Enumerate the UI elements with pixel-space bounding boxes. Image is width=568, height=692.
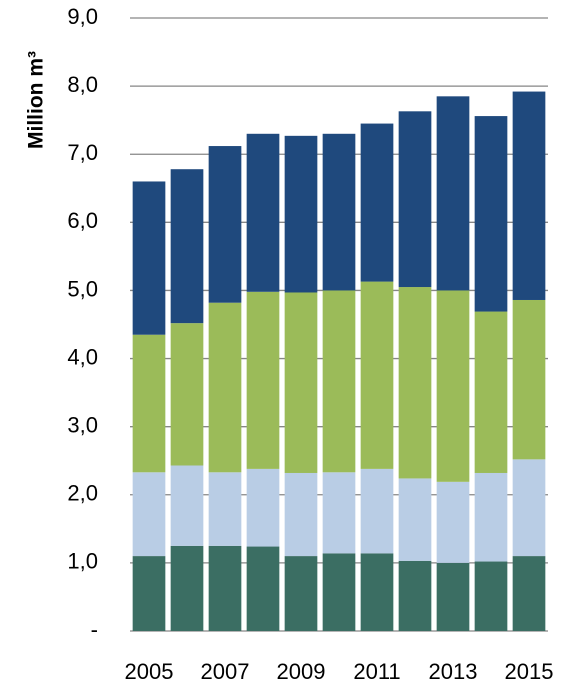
bar-segment	[284, 292, 318, 473]
y-tick-label: 9,0	[67, 4, 98, 29]
bar-segment	[132, 556, 166, 631]
bar-segment	[170, 323, 204, 466]
bar-segment	[512, 556, 546, 631]
bar-segment	[398, 478, 432, 561]
bar-segment	[360, 123, 394, 282]
bar-segment	[284, 472, 318, 557]
bar-segment	[208, 545, 242, 631]
bar-segment	[246, 291, 280, 469]
x-tick-label: 2007	[201, 659, 250, 684]
bar-segment	[208, 302, 242, 473]
y-tick-label: -	[91, 617, 98, 642]
bar-segment	[322, 553, 356, 631]
bar-segment	[474, 311, 508, 473]
bar-segment	[132, 181, 166, 335]
y-tick-label: 8,0	[67, 72, 98, 97]
bar-segment	[322, 472, 356, 554]
x-tick-label: 2015	[505, 659, 554, 684]
bar-segment	[360, 553, 394, 631]
bar-segment	[132, 334, 166, 473]
bar-segment	[474, 472, 508, 562]
bar-segment	[360, 468, 394, 554]
bar-segment	[398, 560, 432, 631]
y-tick-label: 6,0	[67, 208, 98, 233]
bar-segment	[132, 472, 166, 557]
bar-segment	[208, 146, 242, 303]
y-tick-label: 5,0	[67, 276, 98, 301]
bar-segment	[436, 481, 470, 563]
bar-segment	[322, 290, 356, 473]
bar-segment	[246, 546, 280, 631]
y-tick-label: 7,0	[67, 140, 98, 165]
bar-segment	[246, 133, 280, 292]
y-tick-label: 1,0	[67, 549, 98, 574]
bar-segment	[398, 111, 432, 288]
y-tick-label: 2,0	[67, 481, 98, 506]
bar-segment	[360, 281, 394, 469]
x-tick-label: 2009	[277, 659, 326, 684]
bar-segment	[436, 562, 470, 631]
bar-segment	[436, 96, 470, 291]
y-axis-label: Million m³	[25, 51, 48, 149]
bar-segment	[322, 133, 356, 291]
bar-segment	[170, 465, 204, 546]
bar-segment	[474, 561, 508, 631]
bar-segment	[512, 299, 546, 460]
x-tick-label: 2011	[353, 659, 400, 684]
bar-segment	[284, 556, 318, 631]
bar-segment	[246, 468, 280, 547]
bar-segment	[170, 169, 204, 324]
bar-segment	[284, 135, 318, 293]
y-tick-label: 4,0	[67, 344, 98, 369]
y-tick-label: 3,0	[67, 412, 98, 437]
bar-segment	[398, 287, 432, 479]
x-tick-label: 2005	[125, 659, 174, 684]
bar-segment	[436, 290, 470, 482]
bar-segment	[512, 91, 546, 300]
bar-segment	[512, 459, 546, 557]
bar-segment	[208, 472, 242, 546]
x-tick-label: 2013	[429, 659, 478, 684]
bar-segment	[474, 116, 508, 312]
bar-segment	[170, 545, 204, 631]
